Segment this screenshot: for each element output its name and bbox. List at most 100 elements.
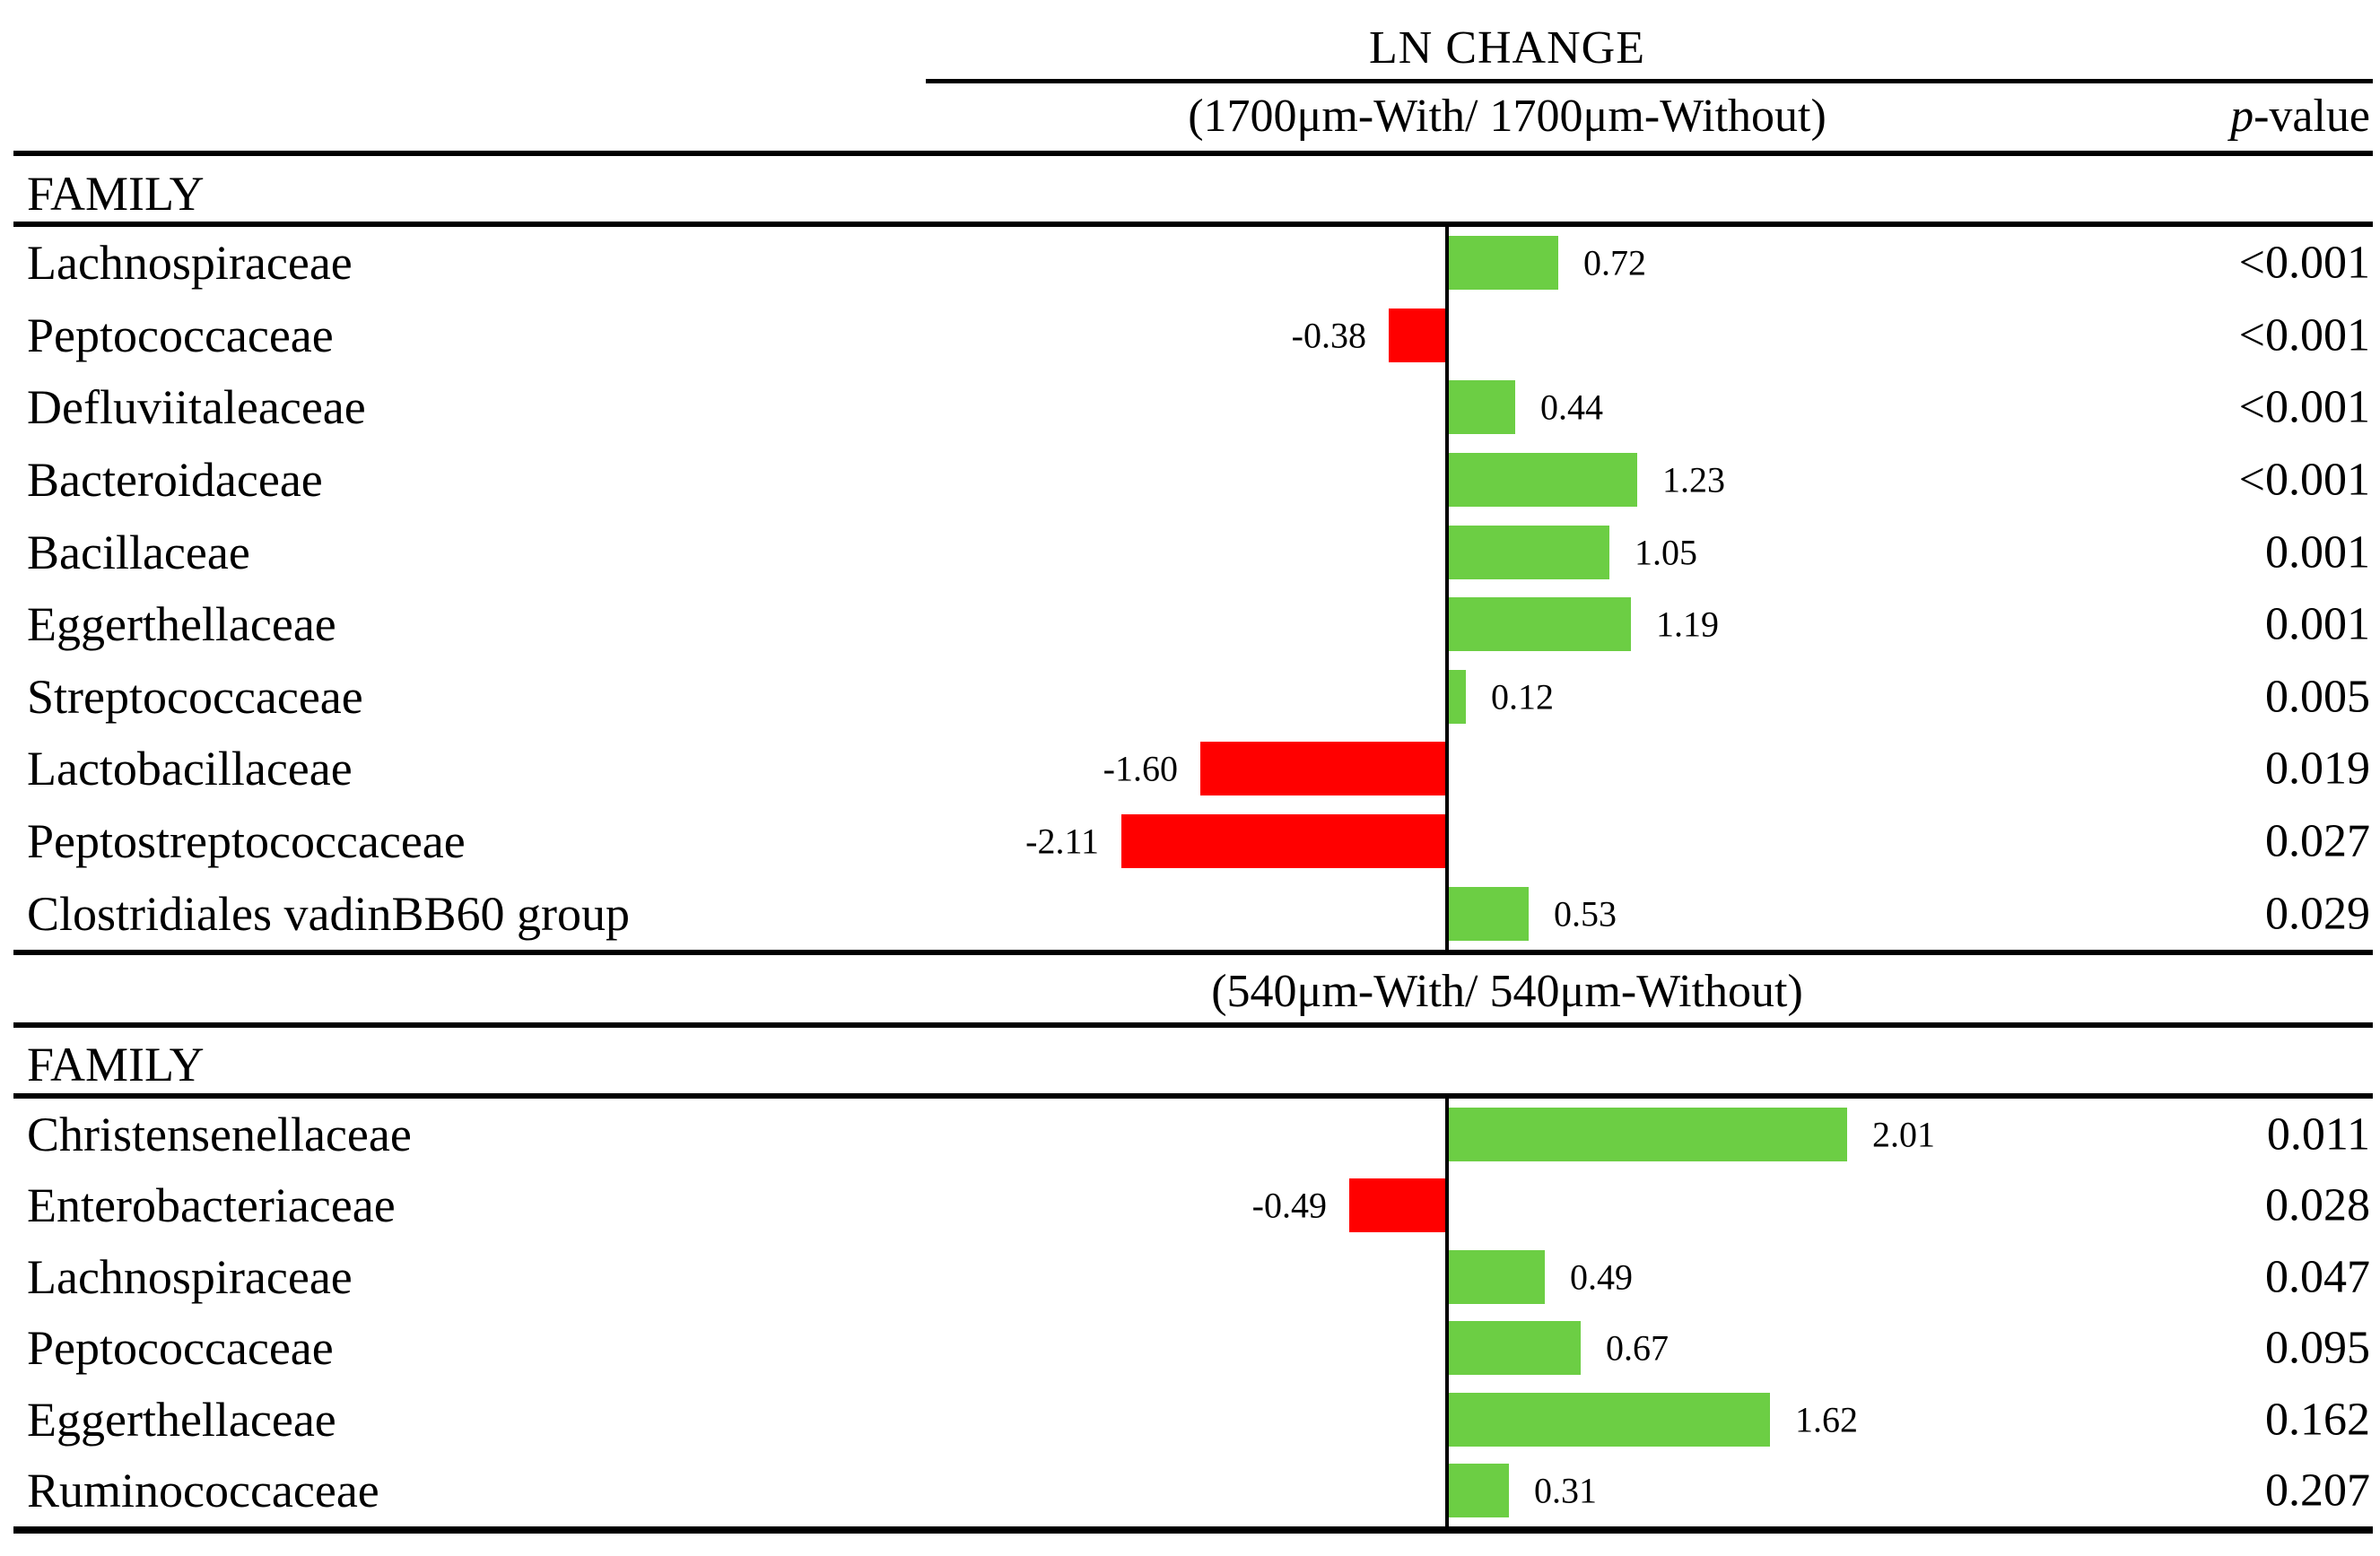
bar xyxy=(1121,814,1447,869)
bar xyxy=(1447,525,1609,579)
header-rule xyxy=(926,79,2373,83)
family-name: Eggerthellaceae xyxy=(27,1392,336,1447)
p-value: <0.001 xyxy=(2238,381,2370,433)
bar xyxy=(1447,1107,1847,1161)
table1-bottom-rule xyxy=(13,950,2373,955)
bar-value-label: 0.44 xyxy=(1540,387,1603,428)
table1-rows: Lachnospiraceae 0.72 <0.001 Peptococcace… xyxy=(0,227,2380,950)
family-name: Defluviitaleaceae xyxy=(27,380,366,435)
family-name: Ruminococcaceae xyxy=(27,1464,379,1518)
table-row: Enterobacteriaceae -0.49 0.028 xyxy=(0,1170,2380,1242)
table2-rows: Christensenellaceae 2.01 0.011 Enterobac… xyxy=(0,1099,2380,1526)
family-name: Eggerthellaceae xyxy=(27,597,336,652)
bar xyxy=(1447,1321,1581,1376)
pvalue-header-rest: -value xyxy=(2254,91,2370,142)
p-value: 0.027 xyxy=(2265,815,2370,867)
bar xyxy=(1447,1392,1770,1447)
bar-value-label: 1.23 xyxy=(1662,459,1725,500)
bar-value-label: 1.05 xyxy=(1635,532,1697,573)
p-value: 0.207 xyxy=(2265,1465,2370,1517)
family-name: Streptococcaceae xyxy=(27,669,363,724)
family-name: Bacillaceae xyxy=(27,525,250,579)
bar-value-label: -1.60 xyxy=(1103,748,1178,789)
family-name: Peptococcaceae xyxy=(27,308,334,362)
table-row: Christensenellaceae 2.01 0.011 xyxy=(0,1099,2380,1170)
table1-subtitle: (1700μm-With/ 1700μm-Without) xyxy=(1188,91,1826,142)
bar-value-label: 1.19 xyxy=(1656,604,1719,645)
family-column-header-2: FAMILY xyxy=(27,1038,205,1091)
bar xyxy=(1447,597,1631,652)
p-value: <0.001 xyxy=(2238,237,2370,289)
bar-value-label: 0.72 xyxy=(1583,242,1646,283)
table-row: Peptococcaceae -0.38 <0.001 xyxy=(0,300,2380,372)
table-row: Lachnospiraceae 0.49 0.047 xyxy=(0,1241,2380,1313)
table2-zero-axis xyxy=(1445,1099,1449,1526)
family-name: Lactobacillaceae xyxy=(27,742,353,796)
p-value: 0.029 xyxy=(2265,888,2370,940)
table-row: Eggerthellaceae 1.19 0.001 xyxy=(0,588,2380,661)
bar xyxy=(1447,380,1515,435)
family-header-rule-1 xyxy=(13,222,2373,227)
p-value: <0.001 xyxy=(2238,309,2370,361)
family-name: Bacteroidaceae xyxy=(27,453,323,508)
table1-zero-axis xyxy=(1445,227,1449,950)
bar xyxy=(1447,236,1558,291)
table2-subtitle: (540μm-With/ 540μm-Without) xyxy=(1211,966,1803,1017)
p-value: 0.019 xyxy=(2265,743,2370,795)
pvalue-header-italic-p: p xyxy=(2230,91,2254,142)
bar xyxy=(1447,1249,1545,1304)
p-value: 0.047 xyxy=(2265,1251,2370,1303)
family-name: Lachnospiraceae xyxy=(27,1249,353,1304)
p-value: 0.095 xyxy=(2265,1322,2370,1374)
p-value: 0.005 xyxy=(2265,671,2370,723)
family-name: Clostridiales vadinBB60 group xyxy=(27,886,630,941)
family-name: Christensenellaceae xyxy=(27,1107,412,1161)
pvalue-column-header: p-value xyxy=(2230,90,2370,143)
table-row: Ruminococcaceae 0.31 0.207 xyxy=(0,1456,2380,1527)
table2-subtitle-rule xyxy=(13,1022,2373,1028)
bar-value-label: 0.49 xyxy=(1570,1256,1633,1298)
table-row: Eggerthellaceae 1.62 0.162 xyxy=(0,1384,2380,1456)
p-value: 0.001 xyxy=(2265,598,2370,650)
family-name: Peptostreptococcaceae xyxy=(27,814,466,869)
bar-value-label: 0.67 xyxy=(1606,1327,1669,1369)
table-row: Lactobacillaceae -1.60 0.019 xyxy=(0,733,2380,805)
table-row: Bacteroidaceae 1.23 <0.001 xyxy=(0,444,2380,517)
bar-value-label: -0.38 xyxy=(1291,315,1366,356)
table-row: Bacillaceae 1.05 0.001 xyxy=(0,516,2380,588)
bar-value-label: 1.62 xyxy=(1795,1399,1858,1440)
bar-value-label: 2.01 xyxy=(1872,1114,1935,1155)
p-value: <0.001 xyxy=(2238,454,2370,506)
family-name: Peptococcaceae xyxy=(27,1321,334,1376)
p-value: 0.162 xyxy=(2265,1394,2370,1446)
bar xyxy=(1200,742,1447,796)
bar xyxy=(1447,669,1466,724)
bar xyxy=(1349,1178,1447,1233)
table-row: Defluviitaleaceae 0.44 <0.001 xyxy=(0,371,2380,444)
family-column-header-1: FAMILY xyxy=(27,167,205,221)
bar xyxy=(1447,453,1637,508)
bar xyxy=(1447,886,1529,941)
top-rule xyxy=(13,151,2373,156)
family-header-rule-2 xyxy=(13,1093,2373,1099)
chart-title: LN CHANGE xyxy=(1369,22,1645,74)
bar xyxy=(1389,308,1447,362)
bar-value-label: 0.31 xyxy=(1534,1470,1597,1511)
bar-value-label: 0.53 xyxy=(1554,893,1617,934)
bar xyxy=(1447,1464,1509,1518)
family-name: Enterobacteriaceae xyxy=(27,1178,396,1233)
table-row: Lachnospiraceae 0.72 <0.001 xyxy=(0,227,2380,300)
family-name: Lachnospiraceae xyxy=(27,236,353,291)
bottom-rule xyxy=(13,1526,2373,1534)
bar-value-label: -0.49 xyxy=(1251,1185,1327,1226)
p-value: 0.011 xyxy=(2266,1108,2370,1160)
table-row: Peptococcaceae 0.67 0.095 xyxy=(0,1313,2380,1385)
p-value: 0.001 xyxy=(2265,526,2370,578)
table-row: Peptostreptococcaceae -2.11 0.027 xyxy=(0,805,2380,878)
table-row: Streptococcaceae 0.12 0.005 xyxy=(0,661,2380,734)
bar-value-label: -2.11 xyxy=(1025,821,1099,862)
bar-value-label: 0.12 xyxy=(1491,676,1554,717)
table-row: Clostridiales vadinBB60 group 0.53 0.029 xyxy=(0,877,2380,950)
p-value: 0.028 xyxy=(2265,1179,2370,1231)
